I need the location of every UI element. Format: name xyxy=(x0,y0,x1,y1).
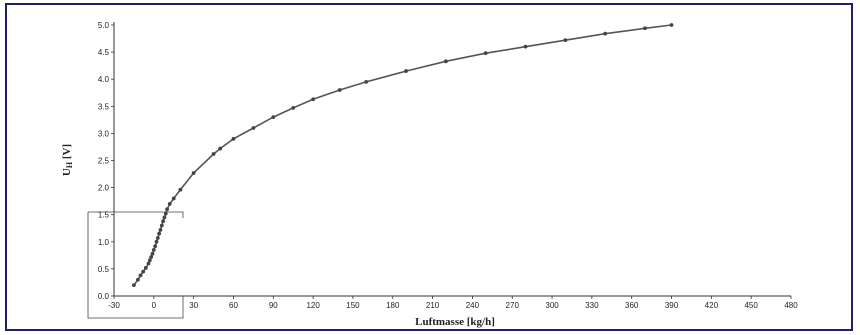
data-point xyxy=(563,38,568,43)
data-point xyxy=(149,255,154,259)
x-tick-label: 0 xyxy=(152,301,157,310)
y-tick-label: 5.0 xyxy=(98,21,110,30)
y-tick-label: 4.5 xyxy=(98,48,110,57)
x-tick-label: 390 xyxy=(665,301,679,310)
data-point xyxy=(162,215,167,220)
data-point xyxy=(143,265,148,270)
data-point xyxy=(271,115,276,120)
data-point xyxy=(135,277,140,282)
data-point xyxy=(364,80,369,84)
data-point xyxy=(150,251,155,256)
data-point xyxy=(669,23,674,27)
x-tick-label: 30 xyxy=(189,301,198,310)
data-point xyxy=(171,196,176,201)
data-point xyxy=(157,231,162,236)
data-point xyxy=(231,136,236,141)
data-point xyxy=(146,261,151,266)
data-point xyxy=(178,187,183,192)
y-tick-label: 3.0 xyxy=(98,129,110,138)
y-axis-title-unit: [V] xyxy=(61,144,73,162)
axes xyxy=(113,22,791,297)
y-tick-label: 3.5 xyxy=(98,102,110,111)
y-axis-title-symbol: U xyxy=(61,168,73,176)
x-tick-label: -30 xyxy=(108,301,120,310)
data-point xyxy=(311,97,316,102)
x-tick-label: 270 xyxy=(506,301,520,310)
data-point xyxy=(138,273,143,278)
x-tick-label: 150 xyxy=(346,301,360,310)
data-point xyxy=(158,227,163,232)
data-point xyxy=(153,244,158,249)
x-axis-title: Luftmasse [kg/h] xyxy=(415,316,495,328)
x-tick-label: 120 xyxy=(306,301,320,310)
data-point xyxy=(163,211,168,216)
x-tick-label: 180 xyxy=(386,301,400,310)
data-point xyxy=(603,31,608,36)
x-tick-label: 60 xyxy=(229,301,238,310)
data-point xyxy=(291,106,296,110)
data-point xyxy=(167,201,172,206)
x-tick-label: 450 xyxy=(744,301,758,310)
data-point xyxy=(141,269,146,274)
y-tick-label: 1.0 xyxy=(98,238,110,247)
x-tick-label: 300 xyxy=(545,301,559,310)
data-point xyxy=(218,146,223,151)
y-tick-label: 0.0 xyxy=(98,292,110,301)
data-point xyxy=(483,51,488,56)
x-tick-label: 480 xyxy=(784,301,798,310)
data-point xyxy=(443,59,448,64)
y-axis-title: UH [V] xyxy=(61,144,74,176)
x-tick-label: 360 xyxy=(625,301,639,310)
y-tick-label: 2.0 xyxy=(98,184,110,193)
data-point xyxy=(165,207,169,212)
data-point xyxy=(159,223,164,228)
x-tick-label: 240 xyxy=(466,301,480,310)
x-tick-label: 90 xyxy=(269,301,278,310)
data-point xyxy=(147,258,152,263)
data-point xyxy=(154,239,159,244)
y-tick-label: 2.5 xyxy=(98,157,110,166)
data-point xyxy=(132,283,136,288)
data-point xyxy=(523,44,528,49)
x-tick-label: 330 xyxy=(585,301,599,310)
data-point xyxy=(404,69,408,73)
zoom-inset-box xyxy=(87,211,184,319)
data-point xyxy=(151,248,156,252)
chart-frame xyxy=(5,3,853,331)
y-axis-title-subscript: H xyxy=(65,161,74,168)
data-point xyxy=(155,236,160,240)
y-tick-label: 4.0 xyxy=(98,75,110,84)
x-tick-label: 420 xyxy=(705,301,719,310)
y-tick-label: 1.5 xyxy=(98,211,110,220)
y-tick-label: 0.5 xyxy=(98,265,110,274)
data-point xyxy=(251,126,256,130)
data-point xyxy=(643,26,647,31)
data-point xyxy=(161,219,166,224)
data-point xyxy=(337,88,342,92)
data-point xyxy=(211,152,216,156)
data-point xyxy=(191,171,196,175)
x-tick-label: 210 xyxy=(426,301,440,310)
